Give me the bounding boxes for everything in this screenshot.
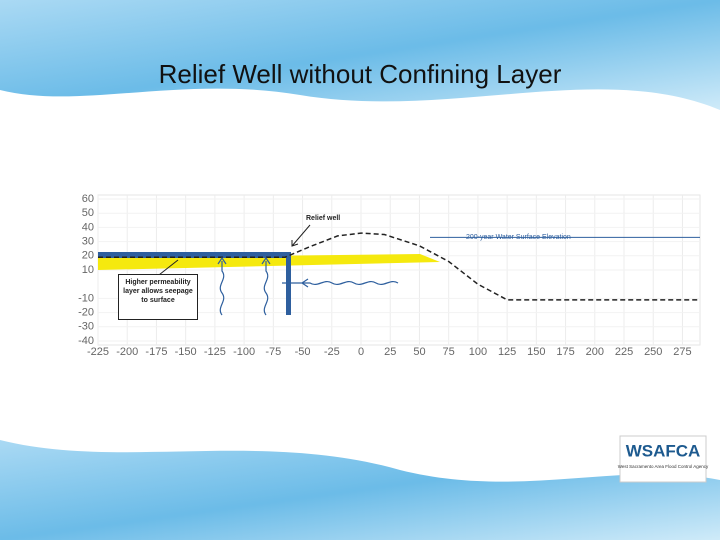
x-tick-label: -200 <box>116 346 138 358</box>
y-tick-label: -40 <box>78 335 94 347</box>
x-tick-label: -125 <box>204 346 226 358</box>
x-tick-label: 0 <box>358 346 364 358</box>
x-tick-label: 225 <box>615 346 633 358</box>
y-tick-label: -20 <box>78 307 94 319</box>
x-tick-label: 200 <box>586 346 604 358</box>
logo-box <box>619 435 707 483</box>
x-tick-label: 250 <box>644 346 662 358</box>
y-tick-label: 30 <box>82 236 94 248</box>
relief-well-pointer <box>291 224 311 247</box>
x-tick-label: 150 <box>527 346 545 358</box>
logo-subtitle: West Sacramento Area Flood Control Agenc… <box>618 464 709 469</box>
profile-line <box>98 232 700 301</box>
flow-arrow <box>282 278 399 288</box>
seepage-arrow <box>261 256 271 316</box>
y-tick-label: 10 <box>82 264 94 276</box>
x-tick-label: 25 <box>384 346 396 358</box>
seepage-label: Higher permeability layer allows seepage… <box>118 274 198 320</box>
x-tick-label: 125 <box>498 346 516 358</box>
x-tick-label: 175 <box>556 346 574 358</box>
logo-name: WSAFCA <box>626 441 701 460</box>
background-wave-top <box>0 0 720 110</box>
x-tick-label: -150 <box>175 346 197 358</box>
slide-title: Relief Well without Confining Layer <box>159 59 562 89</box>
y-tick-label: 60 <box>82 193 94 205</box>
x-tick-label: -175 <box>145 346 167 358</box>
x-tick-label: -50 <box>295 346 311 358</box>
x-tick-label: 50 <box>413 346 425 358</box>
x-tick-label: -100 <box>233 346 255 358</box>
water-surface-label: 200-year Water Surface Elevation <box>466 234 571 241</box>
relief-well-label: Relief well <box>306 215 341 222</box>
x-tick-label: 275 <box>673 346 691 358</box>
x-tick-label: 75 <box>443 346 455 358</box>
y-tick-label: -10 <box>78 292 94 304</box>
x-tick-label: -225 <box>87 346 109 358</box>
seepage-arrow <box>217 256 227 316</box>
ground-blanket <box>98 252 290 258</box>
x-tick-label: 100 <box>469 346 487 358</box>
x-tick-label: -25 <box>324 346 340 358</box>
y-tick-label: 20 <box>82 250 94 262</box>
y-tick-label: -30 <box>78 321 94 333</box>
x-tick-label: -75 <box>265 346 281 358</box>
background-wave-bottom <box>0 440 720 540</box>
y-tick-label: 40 <box>82 221 94 233</box>
y-tick-label: 50 <box>82 207 94 219</box>
